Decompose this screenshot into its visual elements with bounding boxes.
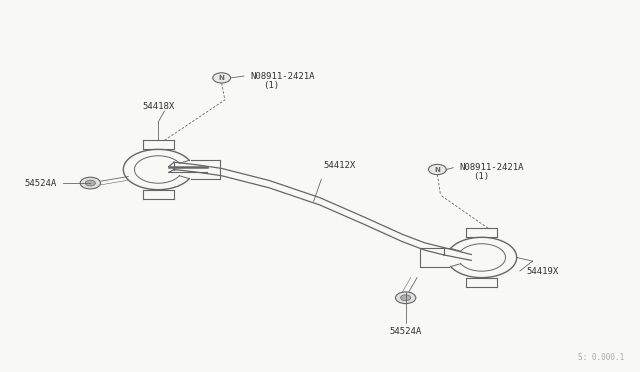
Text: N08911-2421A: N08911-2421A (460, 163, 524, 172)
Text: S: 0.000.1: S: 0.000.1 (579, 353, 625, 362)
Text: N: N (435, 167, 440, 173)
Circle shape (401, 295, 411, 301)
Circle shape (212, 73, 230, 83)
Text: (1): (1) (474, 172, 490, 181)
Circle shape (80, 177, 100, 189)
Text: N: N (219, 75, 225, 81)
Text: 54524A: 54524A (24, 179, 57, 187)
Text: 54524A: 54524A (390, 327, 422, 336)
Text: (1): (1) (263, 81, 279, 90)
Text: 54412X: 54412X (323, 160, 355, 170)
Text: N08911-2421A: N08911-2421A (250, 71, 315, 81)
Text: 54419X: 54419X (526, 266, 559, 276)
Circle shape (429, 164, 446, 174)
Circle shape (85, 180, 95, 186)
Text: 54418X: 54418X (142, 102, 174, 111)
Circle shape (396, 292, 416, 304)
